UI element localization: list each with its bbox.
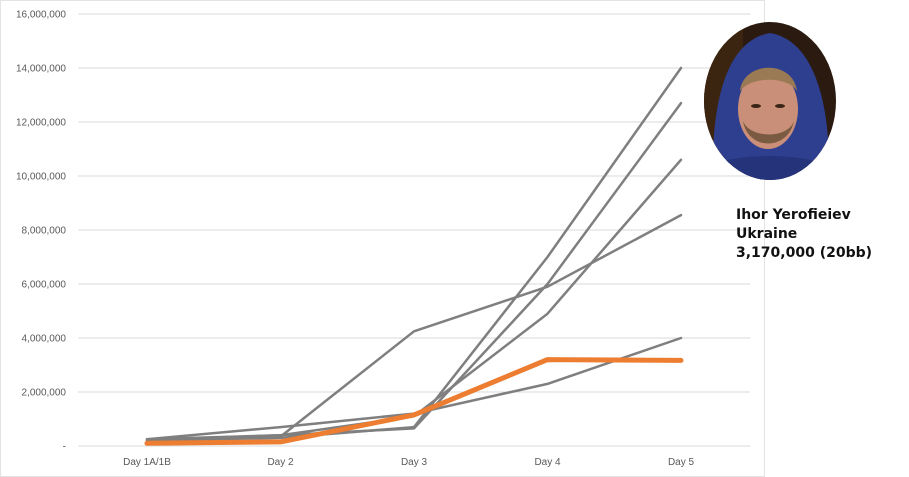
player-photo xyxy=(704,22,836,180)
y-tick-label: 12,000,000 xyxy=(16,118,66,129)
player-name: Ihor Yerofieiev xyxy=(736,207,851,223)
chart-frame xyxy=(0,0,765,477)
series-line xyxy=(145,66,683,442)
player-stack: 3,170,000 (20bb) xyxy=(736,245,873,261)
series-line xyxy=(145,336,683,441)
y-tick-label: 16,000,000 xyxy=(16,10,66,21)
y-tick-label: - xyxy=(63,442,66,453)
series-line xyxy=(145,158,683,441)
y-tick-label: 4,000,000 xyxy=(22,334,67,345)
y-tick-label: 8,000,000 xyxy=(22,226,67,237)
x-tick-label: Day 2 xyxy=(267,457,294,468)
y-tick-label: 10,000,000 xyxy=(16,172,66,183)
series-lines xyxy=(144,66,684,446)
x-tick-label: Day 3 xyxy=(401,457,428,468)
x-tick-label: Day 1A/1B xyxy=(123,457,171,468)
gridlines xyxy=(78,13,750,447)
series-line xyxy=(145,213,683,441)
series-line xyxy=(145,101,683,442)
x-axis-tick-labels: Day 1A/1B Day 2 Day 3 Day 4 Day 5 xyxy=(123,457,694,468)
y-tick-label: 6,000,000 xyxy=(22,280,67,291)
y-axis-tick-labels: - 2,000,000 4,000,000 6,000,000 8,000,000 10,… xyxy=(16,10,66,453)
x-tick-label: Day 5 xyxy=(668,457,695,468)
player-country: Ukraine xyxy=(736,226,798,242)
player-info: Ihor Yerofieiev Ukraine 3,170,000 (20bb) xyxy=(736,206,872,263)
y-tick-label: 14,000,000 xyxy=(16,64,66,75)
series-line-highlighted xyxy=(144,357,684,446)
y-tick-label: 2,000,000 xyxy=(22,388,67,399)
x-tick-label: Day 4 xyxy=(534,457,561,468)
